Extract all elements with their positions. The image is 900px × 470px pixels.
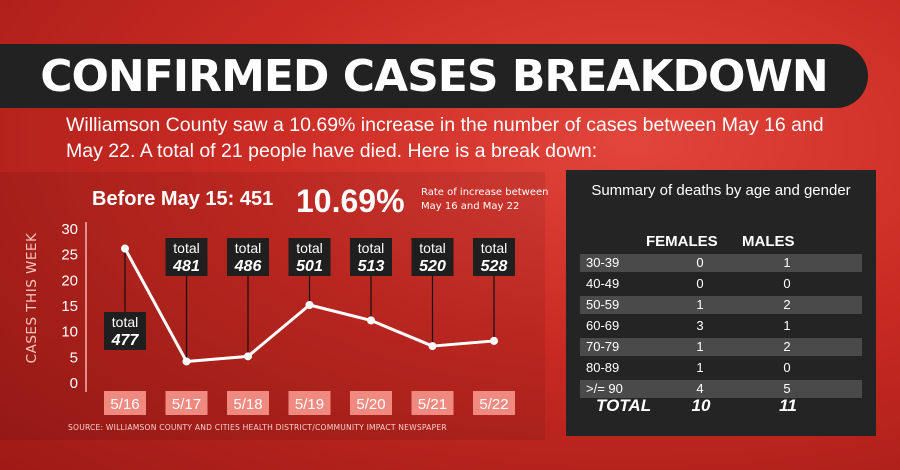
females-cell: 3 xyxy=(696,318,704,333)
age-group-cell: 80-89 xyxy=(586,360,620,375)
data-point xyxy=(305,301,314,309)
date-tick-label: 5/22 xyxy=(479,396,508,413)
total-label-value: 486 xyxy=(234,258,262,275)
total-label-value: 528 xyxy=(481,258,508,275)
y-tick-label: 5 xyxy=(70,349,78,366)
age-group-cell: 40-49 xyxy=(586,276,620,291)
total-label-value: 513 xyxy=(358,258,385,275)
date-tick-label: 5/17 xyxy=(172,396,201,413)
total-label-value: 520 xyxy=(419,258,446,275)
age-group-cell: >/= 90 xyxy=(586,381,623,396)
deaths-total-row: TOTAL 10 11 xyxy=(580,396,862,418)
deaths-row: 70-79 1 2 xyxy=(580,338,862,356)
page-title: CONFIRMED CASES BREAKDOWN xyxy=(40,50,829,102)
intro-text: Williamson County saw a 10.69% increase … xyxy=(66,114,824,162)
deaths-row: 60-69 3 1 xyxy=(580,317,862,335)
females-cell: 4 xyxy=(696,381,704,396)
deaths-row: 80-89 1 0 xyxy=(580,359,862,377)
total-label-value: 501 xyxy=(296,258,323,275)
males-header: MALES xyxy=(742,233,795,250)
y-tick-label: 20 xyxy=(61,272,78,289)
total-label-word: total xyxy=(419,240,445,256)
males-cell: 1 xyxy=(783,255,791,270)
total-label-word: total xyxy=(173,240,199,256)
males-cell: 2 xyxy=(783,339,791,354)
date-tick-box xyxy=(411,391,454,415)
males-cell: 2 xyxy=(783,297,791,312)
date-tick-label: 5/16 xyxy=(110,396,139,413)
date-tick-box xyxy=(288,391,331,415)
source-note: SOURCE: WILLIAMSON COUNTY AND CITIES HEA… xyxy=(68,423,447,432)
data-point xyxy=(244,352,252,361)
females-cell: 1 xyxy=(696,339,704,354)
females-cell: 0 xyxy=(696,276,704,291)
increase-percent: 10.69% xyxy=(296,183,405,219)
date-tick-label: 5/20 xyxy=(356,396,385,413)
chart-panel xyxy=(0,172,545,440)
total-label-word: total xyxy=(296,240,322,256)
data-point xyxy=(490,336,498,345)
date-tick-box xyxy=(473,391,515,415)
males-cell: 5 xyxy=(783,381,791,396)
y-tick-label: 25 xyxy=(61,247,78,264)
before-count: Before May 15: 451 xyxy=(92,188,274,210)
total-label-box xyxy=(165,238,208,276)
total-label: TOTAL xyxy=(596,396,652,415)
deaths-row: 50-59 1 2 xyxy=(580,296,862,314)
females-header: FEMALES xyxy=(646,233,718,250)
total-label-value: 481 xyxy=(172,258,200,275)
females-cell: 1 xyxy=(696,297,704,312)
females-cell: 0 xyxy=(696,255,704,270)
females-cell: 1 xyxy=(696,360,704,375)
total-label-word: total xyxy=(235,240,261,256)
total-males: 11 xyxy=(779,396,797,415)
y-tick-label: 15 xyxy=(61,298,78,315)
age-group-cell: 50-59 xyxy=(586,297,620,312)
date-tick-box xyxy=(165,391,208,415)
total-label-box xyxy=(411,238,454,276)
males-cell: 1 xyxy=(783,318,791,333)
y-tick-label: 10 xyxy=(61,324,78,341)
data-point xyxy=(428,342,437,351)
age-group-cell: 30-39 xyxy=(586,255,620,270)
cases-line-chart: 0 5 10 15 20 25 30 total 477 total 481 total 486 tota… xyxy=(61,221,515,415)
total-label-word: total xyxy=(481,240,507,256)
deaths-summary-panel: Summary of deaths by age and gender FEMA… xyxy=(566,170,876,436)
data-point xyxy=(182,357,191,366)
y-tick-label: 0 xyxy=(70,375,78,392)
age-group-cell: 60-69 xyxy=(586,318,620,333)
rate-note: Rate of increase between May 16 and May … xyxy=(421,187,549,212)
y-tick-label: 30 xyxy=(61,221,78,238)
date-tick-box xyxy=(104,391,146,415)
data-point xyxy=(367,316,375,325)
date-tick-label: 5/21 xyxy=(418,396,447,413)
total-label-word: total xyxy=(112,314,138,330)
date-tick-label: 5/19 xyxy=(295,396,324,413)
deaths-title: Summary of deaths by age and gender xyxy=(591,182,851,199)
total-label-box xyxy=(350,238,392,276)
date-tick-label: 5/18 xyxy=(233,396,262,413)
title-band xyxy=(0,44,868,108)
total-label-box xyxy=(288,238,331,276)
date-tick-box xyxy=(227,391,269,415)
data-point xyxy=(121,244,129,253)
deaths-row: >/= 90 4 5 xyxy=(580,380,862,398)
total-label-box xyxy=(104,312,146,350)
date-tick-box xyxy=(350,391,392,415)
age-group-cell: 70-79 xyxy=(586,339,620,354)
deaths-row: 40-49 0 0 xyxy=(580,275,862,293)
total-label-box xyxy=(473,238,515,276)
males-cell: 0 xyxy=(783,276,791,291)
total-label-box xyxy=(227,238,269,276)
males-cell: 0 xyxy=(783,360,791,375)
total-females: 10 xyxy=(691,396,711,415)
deaths-row: 30-39 0 1 xyxy=(580,254,862,272)
total-label-value: 477 xyxy=(111,332,140,349)
total-label-word: total xyxy=(358,240,384,256)
